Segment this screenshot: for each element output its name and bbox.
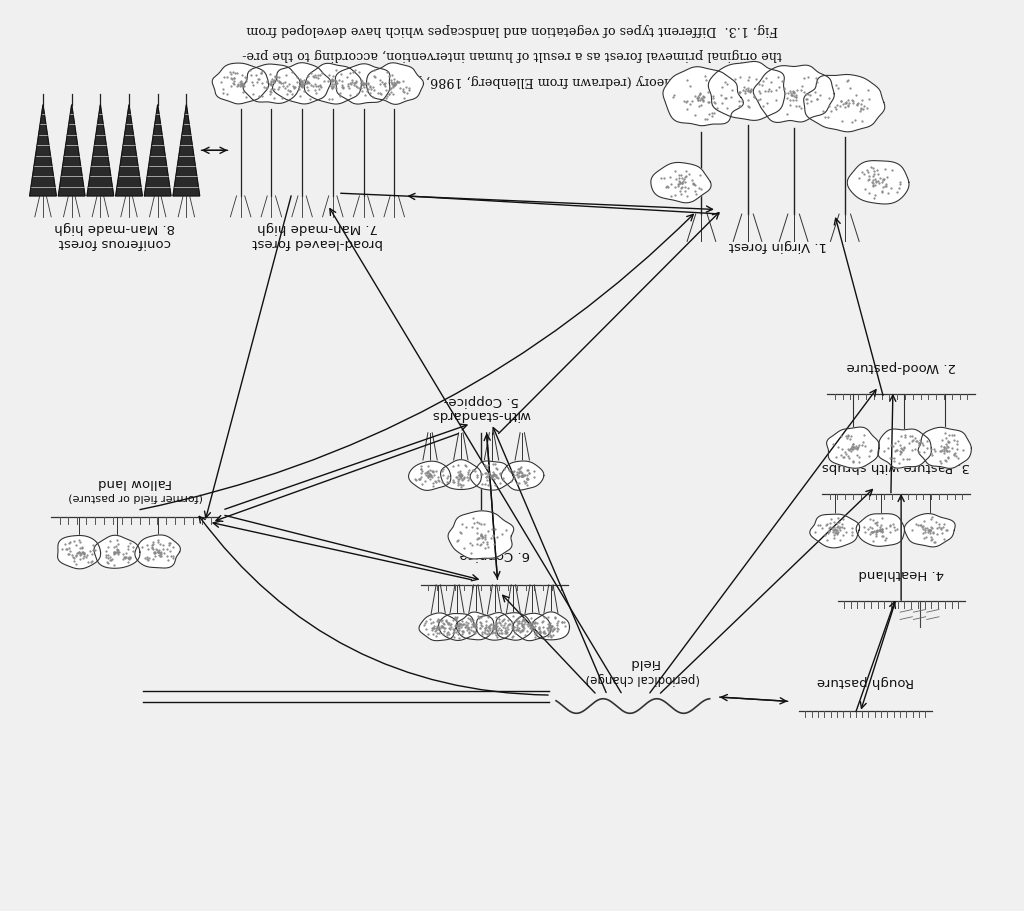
Polygon shape: [456, 612, 494, 640]
Polygon shape: [173, 105, 200, 196]
Text: Fig. 1.3.  Different types of vegetation and landscapes which have developed fro: Fig. 1.3. Different types of vegetation …: [246, 23, 778, 36]
Polygon shape: [513, 613, 551, 640]
Polygon shape: [878, 429, 932, 468]
Polygon shape: [440, 460, 481, 489]
Polygon shape: [367, 63, 424, 105]
Polygon shape: [470, 461, 513, 490]
Polygon shape: [135, 535, 180, 568]
Text: broad-leaved forest: broad-leaved forest: [252, 236, 383, 249]
Polygon shape: [502, 461, 544, 490]
Text: 6. Coppice: 6. Coppice: [460, 548, 529, 561]
Text: vailing theory (redrawn from Ellenberg, 1986, p. 52; 1988, p. 28).: vailing theory (redrawn from Ellenberg, …: [299, 74, 725, 87]
Text: Rough pasture: Rough pasture: [817, 675, 913, 688]
Polygon shape: [663, 67, 743, 126]
Polygon shape: [856, 514, 904, 547]
Polygon shape: [335, 64, 390, 104]
Polygon shape: [304, 64, 361, 104]
Text: (former field or pasture): (former field or pasture): [68, 493, 203, 502]
Polygon shape: [709, 61, 784, 120]
Text: the original primeval forest as a result of human intervention, according to the: the original primeval forest as a result…: [242, 48, 782, 61]
Text: 1. Virgin forest: 1. Virgin forest: [729, 240, 827, 252]
Text: 3. Pasture with shrubs: 3. Pasture with shrubs: [822, 460, 970, 473]
Polygon shape: [449, 511, 514, 559]
Text: Fallow land: Fallow land: [98, 476, 172, 489]
Polygon shape: [58, 105, 85, 196]
Text: (periodical change): (periodical change): [586, 672, 700, 685]
Polygon shape: [144, 105, 171, 196]
Polygon shape: [87, 105, 114, 196]
Polygon shape: [826, 427, 880, 468]
Polygon shape: [919, 427, 972, 468]
Polygon shape: [212, 63, 268, 104]
Text: 2. Wood-pasture: 2. Wood-pasture: [847, 360, 955, 373]
Text: 5. Coppice-: 5. Coppice-: [443, 394, 519, 407]
Polygon shape: [30, 105, 56, 196]
Polygon shape: [754, 66, 835, 122]
Polygon shape: [272, 63, 331, 104]
Polygon shape: [409, 461, 451, 490]
Text: 4. Heathland: 4. Heathland: [858, 568, 944, 580]
Polygon shape: [116, 105, 142, 196]
Polygon shape: [532, 612, 569, 640]
Polygon shape: [804, 75, 885, 132]
Polygon shape: [438, 613, 476, 640]
Text: coniferous forest: coniferous forest: [58, 236, 171, 249]
Polygon shape: [94, 536, 140, 568]
Text: with-standards: with-standards: [432, 408, 530, 421]
Polygon shape: [57, 536, 100, 568]
Polygon shape: [651, 162, 711, 203]
Text: Field: Field: [628, 656, 658, 669]
Polygon shape: [476, 612, 513, 640]
Polygon shape: [904, 514, 955, 547]
Polygon shape: [810, 514, 859, 548]
Polygon shape: [496, 613, 532, 640]
Polygon shape: [243, 64, 300, 103]
Polygon shape: [847, 160, 909, 204]
Text: 7. Man-made high: 7. Man-made high: [257, 221, 378, 234]
Polygon shape: [419, 613, 458, 640]
Text: 8. Man-made high: 8. Man-made high: [54, 221, 175, 234]
